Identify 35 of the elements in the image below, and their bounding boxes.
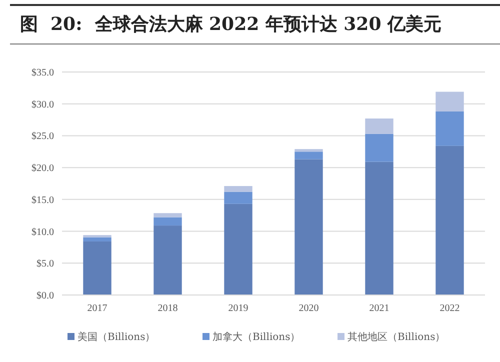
bar xyxy=(224,186,252,192)
legend-label: 加拿大（Billions） xyxy=(212,331,300,343)
y-tick-label: $25.0 xyxy=(32,131,54,142)
bar xyxy=(436,146,464,295)
bar xyxy=(436,92,464,112)
legend-label: 其他地区（Billions） xyxy=(348,331,446,343)
bar xyxy=(365,134,394,162)
bar xyxy=(294,152,323,160)
y-tick-label: $5.0 xyxy=(36,258,54,270)
bar xyxy=(436,112,464,146)
y-tick-label: $30.0 xyxy=(32,99,54,110)
x-tick-label: 2018 xyxy=(158,303,178,314)
chart-title: 图 20: 全球合法大麻 2022 年预计达 320 亿美元 xyxy=(20,14,442,35)
x-tick-label: 2019 xyxy=(228,303,248,314)
x-tick-label: 2017 xyxy=(87,303,108,314)
legend-label: 美国（Billions） xyxy=(78,331,156,343)
y-tick-label: $10.0 xyxy=(32,226,54,238)
bar xyxy=(154,213,182,218)
bar xyxy=(224,192,252,204)
y-tick-label: $0.0 xyxy=(36,290,54,302)
bar xyxy=(294,149,323,152)
bar xyxy=(224,204,252,295)
y-tick-label: $15.0 xyxy=(32,194,54,206)
y-tick-label: $35.0 xyxy=(32,68,54,78)
bar xyxy=(154,226,182,295)
x-tick-label: 2021 xyxy=(369,303,390,314)
bar xyxy=(154,217,182,226)
bar xyxy=(83,237,112,242)
bar xyxy=(294,159,323,295)
x-tick-label: 2020 xyxy=(298,303,319,314)
bar xyxy=(365,118,394,134)
bar xyxy=(365,162,394,295)
y-tick-label: $20.0 xyxy=(32,163,54,174)
bar xyxy=(83,241,112,295)
x-tick-label: 2022 xyxy=(440,303,460,314)
